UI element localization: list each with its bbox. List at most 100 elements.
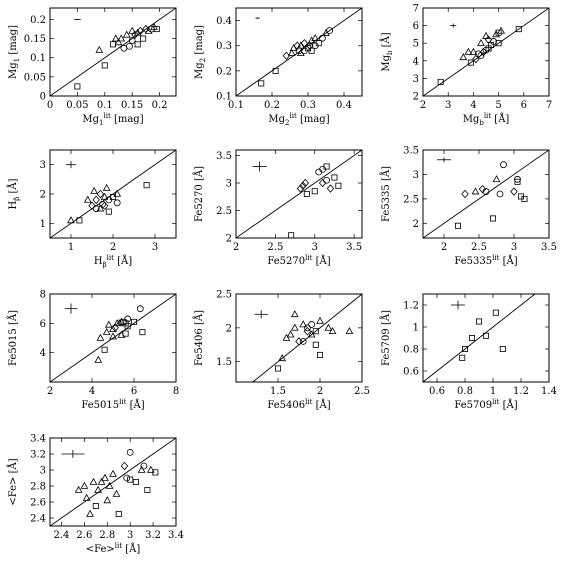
error-bar [252,161,267,172]
data-point-square [130,318,137,325]
x-ticks: 1 2 3 [68,150,158,253]
data-point-triangle [492,30,500,38]
y-tick-label: 0.1 [216,92,232,103]
y-axis-label: <Fe> [Å] [7,458,19,505]
x-tick-label: 7 [546,100,552,111]
data-point-square [274,365,281,372]
data-point-triangle [117,34,126,42]
data-point-triangle [109,469,117,477]
data-point-triangle [105,481,114,489]
data-point-square [315,40,322,47]
data-point-triangle [96,204,105,212]
y-tick-label: 0.6 [403,367,419,378]
y-tick-label: 6 [413,21,419,32]
data-point-triangle [111,34,120,42]
y-ticks: 2 3 4 5 6 7 [413,4,549,103]
data-point-triangle [102,183,111,191]
identity-line [423,8,549,96]
y-tick-label: 4 [413,56,419,67]
data-point-diamond [120,461,129,471]
data-point-triangle [82,493,91,501]
data-point-diamond [92,195,100,205]
y-ticks: 0.6 0.8 1 1.2 [403,301,549,378]
data-point-square [101,62,108,69]
data-point-triangle [282,333,291,341]
x-tick-label: 3.4 [168,530,184,541]
identity-line [50,294,176,382]
data-point-square [122,330,129,337]
data-point-triangle [324,323,333,331]
x-tick-label: 4 [89,386,95,397]
data-point-diamond [295,337,303,346]
y-axis-label: Fe5709 [Å] [380,310,392,366]
panel-frame [49,437,177,527]
y-tick-label: 8 [40,290,46,301]
data-point-circle [124,315,132,323]
data-point-triangle [94,485,102,493]
x-tick-label: 3 [127,530,133,541]
x-tick-label: 0.15 [121,100,143,111]
x-tick-label: 2 [110,242,116,253]
data-point-square [303,190,310,197]
data-points [258,27,334,87]
panel-frame [422,7,550,97]
data-point-diamond [461,189,469,199]
data-point-triangle [482,31,490,39]
error-bar [74,18,81,21]
y-tick-label: 3.5 [403,146,419,157]
y-tick-label: 6 [40,319,46,330]
y-axis-label: Hβ [Å] [7,178,21,209]
data-point-square [467,59,474,66]
error-bar [254,310,268,319]
data-point-triangle [492,175,501,183]
data-point-square [323,163,330,170]
y-tick-label: 3 [226,179,232,190]
data-point-triangle [109,332,117,340]
data-point-triangle [114,38,123,46]
y-tick-label: 3 [413,170,419,181]
data-point-triangle [464,47,473,55]
data-point-square [124,323,131,330]
data-point-triangle [345,327,354,335]
panel-mg2: 0.1 0.2 0.3 0.4 0.1 0.2 0.3 0.4 Mg2lit [mag] Mg2 … [194,7,363,127]
data-point-triangle [80,481,89,489]
y-tick-label: 2.6 [30,498,46,509]
data-point-circle [496,190,504,198]
data-point-square [127,476,134,483]
data-point-square [485,45,492,52]
x-ticks: 0 0.05 0.1 0.15 0.2 [47,8,168,111]
data-point-triangle [477,38,485,46]
x-tick-label: 0.05 [66,100,88,111]
x-axis-label: Mg1lit [mag] [82,112,143,127]
y-tick-label: 2 [40,190,46,201]
data-point-square [459,354,466,361]
x-tick-label: 3 [152,242,158,253]
data-point-square [311,188,318,195]
identity-line [50,438,176,526]
data-point-triangle [287,49,296,57]
data-point-square [331,174,338,181]
data-point-diamond [131,30,139,39]
data-point-triangle [95,45,104,53]
y-ticks: 2.4 2.6 2.8 3 3.2 3.4 [30,434,176,525]
data-point-triangle [112,489,121,497]
data-point-square [492,309,499,316]
x-axis-label: Fe5709lit [Å] [454,398,517,411]
x-axis-label: Mg2lit [mag] [268,112,329,127]
error-bar [65,161,77,169]
y-tick-label: 0.8 [403,345,419,356]
y-ticks: 1 2 3 [40,160,176,230]
data-point-square [495,40,502,47]
data-point-circle [500,161,507,169]
data-point-diamond [478,184,487,194]
data-point-triangle [459,53,468,61]
y-ticks: 2 2.5 3 3.5 [403,146,549,230]
data-point-diamond [88,201,96,210]
error-bar [451,300,465,310]
panel-fe5406: 1.5 2 2.5 1.5 2 2.5 Fe5406lit [Å] Fe5406 [Å] [193,290,370,412]
x-tick-label: 5 [495,100,501,111]
data-point-diamond [96,189,105,199]
identity-line [252,294,362,382]
y-tick-label: 2 [413,219,419,230]
